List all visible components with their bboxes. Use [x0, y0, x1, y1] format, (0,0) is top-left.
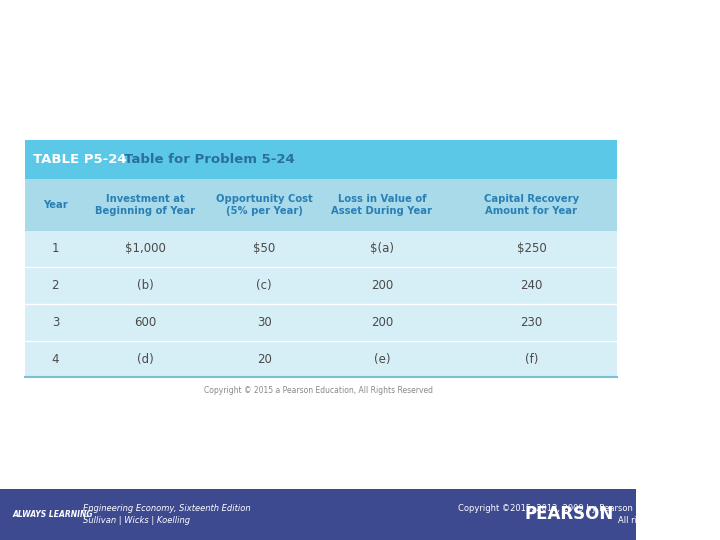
Text: (f): (f)	[525, 353, 538, 366]
Text: $(a): $(a)	[370, 242, 394, 255]
FancyBboxPatch shape	[25, 304, 617, 341]
Text: Copyright ©2015, 2012, 2009 by Pearson Education, Inc.
All rights reserved.: Copyright ©2015, 2012, 2009 by Pearson E…	[458, 504, 698, 525]
Text: 230: 230	[521, 316, 543, 329]
Text: $250: $250	[516, 242, 546, 255]
Text: 600: 600	[134, 316, 156, 329]
Text: Opportunity Cost
(5% per Year): Opportunity Cost (5% per Year)	[216, 194, 312, 216]
FancyBboxPatch shape	[25, 179, 617, 231]
Text: TABLE P5-24: TABLE P5-24	[33, 153, 127, 166]
Text: Table for Problem 5-24: Table for Problem 5-24	[124, 153, 295, 166]
Text: 20: 20	[257, 353, 271, 366]
FancyBboxPatch shape	[25, 140, 617, 179]
Text: 2: 2	[52, 279, 59, 292]
Text: (c): (c)	[256, 279, 272, 292]
Text: 1: 1	[52, 242, 59, 255]
Text: Investment at
Beginning of Year: Investment at Beginning of Year	[95, 194, 195, 216]
Text: 30: 30	[257, 316, 271, 329]
Text: $1,000: $1,000	[125, 242, 166, 255]
Text: Engineering Economy, Sixteenth Edition
Sullivan | Wicks | Koelling: Engineering Economy, Sixteenth Edition S…	[83, 504, 251, 525]
Text: 4: 4	[52, 353, 59, 366]
Text: Copyright © 2015 a Pearson Education, All Rights Reserved: Copyright © 2015 a Pearson Education, Al…	[204, 387, 433, 395]
Text: 3: 3	[52, 316, 59, 329]
Text: Year: Year	[43, 200, 68, 210]
FancyBboxPatch shape	[25, 231, 617, 267]
Text: Capital Recovery
Amount for Year: Capital Recovery Amount for Year	[484, 194, 579, 216]
Text: 200: 200	[371, 316, 393, 329]
Text: $50: $50	[253, 242, 275, 255]
Text: (b): (b)	[137, 279, 153, 292]
FancyBboxPatch shape	[25, 341, 617, 377]
Text: (e): (e)	[374, 353, 390, 366]
Text: 240: 240	[521, 279, 543, 292]
Text: (d): (d)	[137, 353, 153, 366]
Text: Loss in Value of
Asset During Year: Loss in Value of Asset During Year	[331, 194, 433, 216]
FancyBboxPatch shape	[25, 267, 617, 304]
Text: PEARSON: PEARSON	[525, 505, 614, 523]
Text: 200: 200	[371, 279, 393, 292]
FancyBboxPatch shape	[0, 489, 636, 540]
Text: ALWAYS LEARNING: ALWAYS LEARNING	[13, 510, 94, 519]
